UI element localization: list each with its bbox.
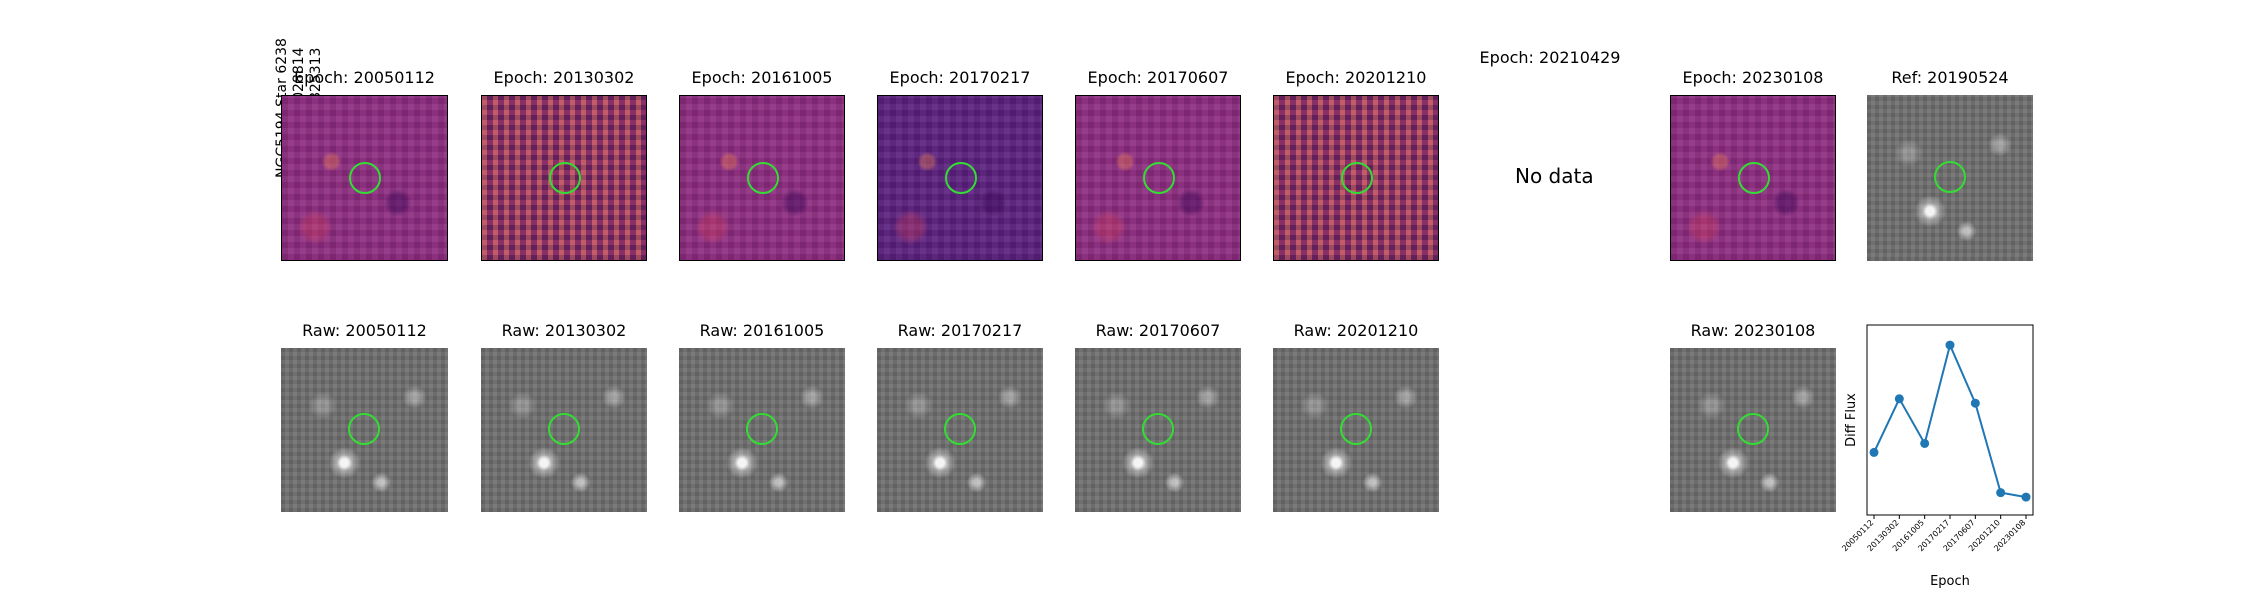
target-ring: [1737, 413, 1769, 445]
raw-image: [281, 348, 448, 512]
target-ring: [348, 413, 380, 445]
diff-image: [1273, 95, 1439, 261]
raw-image: [1273, 348, 1439, 512]
diff-image: [481, 95, 647, 261]
y-axis-label: Diff Flux: [1844, 393, 1859, 447]
raw-panel-title: Raw: 20170607: [1095, 321, 1221, 340]
raw-panel-title: Raw: 20050112: [302, 321, 427, 340]
raw-panel-1: Raw: 20050112: [281, 321, 448, 521]
diff-panel-4: Epoch: 20170217: [877, 68, 1043, 268]
target-ring: [1934, 161, 1966, 193]
ref-image: [1867, 95, 2033, 261]
raw-image: [481, 348, 647, 512]
target-ring: [1142, 413, 1174, 445]
target-ring: [746, 413, 778, 445]
diff-panel-2: Epoch: 20130302: [481, 68, 647, 268]
raw-image: [679, 348, 845, 512]
raw-panel-title: Raw: 20161005: [699, 321, 825, 340]
raw-panel-title: Raw: 20201210: [1293, 321, 1419, 340]
plot-frame: [1866, 324, 2034, 516]
no-data-text: No data: [1515, 164, 1594, 188]
target-ring: [548, 413, 580, 445]
diff-image: [1075, 95, 1241, 261]
data-point: [1869, 447, 1879, 457]
diff-panel-1: Epoch: 20050112: [281, 68, 448, 268]
target-ring: [1340, 413, 1372, 445]
raw-panel-title: Raw: 20170217: [897, 321, 1023, 340]
diff-panel-title: Epoch: 20201210: [1285, 68, 1427, 87]
diff-panel-title: Epoch: 20130302: [493, 68, 635, 87]
diff-image: [281, 95, 448, 261]
data-point: [1894, 394, 1904, 404]
data-point: [2021, 492, 2031, 502]
raw-panel-7: Raw: 20230108: [1670, 321, 1836, 521]
diff-panel-6: Epoch: 20201210: [1273, 68, 1439, 268]
ref-panel: Ref: 20190524: [1867, 68, 2033, 268]
raw-panel-2: Raw: 20130302: [481, 321, 647, 521]
target-ring: [1143, 162, 1175, 194]
diff-panel-title: Epoch: 20170217: [889, 68, 1031, 87]
diff-panel-5: Epoch: 20170607: [1075, 68, 1241, 268]
diff-panel-title: Epoch: 20161005: [691, 68, 833, 87]
diff-panel-title: Epoch: 20170607: [1087, 68, 1229, 87]
target-ring: [1738, 162, 1770, 194]
raw-panel-4: Raw: 20170217: [877, 321, 1043, 521]
data-point: [1920, 438, 1930, 448]
target-ring: [1341, 162, 1373, 194]
raw-image: [1075, 348, 1241, 512]
target-ring: [349, 162, 381, 194]
diff-panel-7: Epoch: 20210429 No data: [1440, 48, 1660, 208]
raw-panel-3: Raw: 20161005: [679, 321, 845, 521]
target-ring: [944, 413, 976, 445]
raw-panel-5: Raw: 20170607: [1075, 321, 1241, 521]
x-axis-label: Epoch: [1930, 574, 1970, 589]
diff-image: [679, 95, 845, 261]
diff-panel-8: Epoch: 20230108: [1670, 68, 1836, 268]
raw-panel-6: Raw: 20201210: [1273, 321, 1439, 521]
light-curve-chart: 2005011220130302201610052017021720170607…: [1840, 324, 2034, 589]
target-ring: [549, 162, 581, 194]
data-point: [1970, 398, 1980, 408]
diff-image: [877, 95, 1043, 261]
data-point: [1945, 340, 1955, 350]
raw-image: [877, 348, 1043, 512]
ref-panel-title: Ref: 20190524: [1891, 68, 2009, 87]
diff-panel-title: Epoch: 20230108: [1682, 68, 1824, 87]
target-ring: [945, 162, 977, 194]
target-ring: [747, 162, 779, 194]
diff-image: [1670, 95, 1836, 261]
diff-panel-title: Epoch: 20210429: [1479, 48, 1621, 67]
raw-panel-title: Raw: 20130302: [501, 321, 627, 340]
series-line: [1873, 342, 2027, 499]
raw-panel-title: Raw: 20230108: [1690, 321, 1816, 340]
diff-panel-title: Epoch: 20050112: [294, 68, 435, 87]
data-point: [1996, 488, 2006, 498]
diff-panel-3: Epoch: 20161005: [679, 68, 845, 268]
raw-image: [1670, 348, 1836, 512]
